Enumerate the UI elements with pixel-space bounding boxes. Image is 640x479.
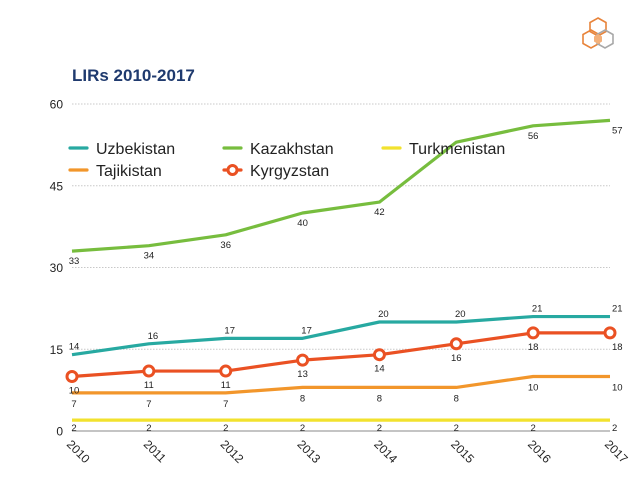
data-label-uzbekistan: 16 xyxy=(148,331,159,342)
data-label-turkmenistan: 2 xyxy=(612,423,617,434)
legend-label: Kazakhstan xyxy=(250,141,334,158)
y-tick-label: 15 xyxy=(50,343,64,357)
data-label-turkmenistan: 2 xyxy=(223,423,228,434)
series-line-uzbekistan xyxy=(71,314,610,357)
data-label-turkmenistan: 2 xyxy=(377,423,382,434)
data-label-tajikistan: 7 xyxy=(71,399,76,410)
x-tick-label: 2016 xyxy=(525,437,554,466)
data-label-kazakhstan: 33 xyxy=(69,256,80,267)
data-point-kyrgyzstan xyxy=(449,337,463,351)
data-label-turkmenistan: 2 xyxy=(454,423,459,434)
data-label-kyrgyzstan: 18 xyxy=(528,342,539,353)
data-point-kyrgyzstan xyxy=(142,364,156,378)
logo-hex-left xyxy=(582,29,600,49)
data-label-tajikistan: 7 xyxy=(146,399,151,410)
y-tick-label: 60 xyxy=(50,98,64,112)
x-tick-label: 2014 xyxy=(371,437,400,466)
data-label-tajikistan: 10 xyxy=(612,383,623,394)
data-label-turkmenistan: 2 xyxy=(300,423,305,434)
data-label-tajikistan: 8 xyxy=(377,393,382,404)
data-point-kyrgyzstan xyxy=(372,348,386,362)
data-label-kazakhstan: 40 xyxy=(297,218,308,229)
logo-hex-center xyxy=(594,34,602,44)
logo-hex-right xyxy=(596,29,614,49)
data-label-uzbekistan: 14 xyxy=(69,342,80,353)
data-label-kazakhstan: 56 xyxy=(528,131,539,142)
data-label-uzbekistan: 20 xyxy=(455,309,466,320)
data-label-tajikistan: 10 xyxy=(528,383,539,394)
x-tick-label: 2012 xyxy=(218,437,247,466)
data-label-kazakhstan: 57 xyxy=(612,125,623,136)
data-label-uzbekistan: 21 xyxy=(612,304,623,315)
data-label-uzbekistan: 21 xyxy=(532,304,543,315)
data-label-kazakhstan: 34 xyxy=(144,251,155,262)
data-point-kyrgyzstan xyxy=(296,353,310,367)
data-label-kazakhstan: 36 xyxy=(220,240,231,251)
data-label-kyrgyzstan: 13 xyxy=(297,369,308,380)
hexagon-cluster-logo-icon xyxy=(578,16,618,60)
data-label-kyrgyzstan: 11 xyxy=(221,380,231,391)
data-point-kyrgyzstan xyxy=(526,326,540,340)
x-tick-label: 2010 xyxy=(64,437,93,466)
legend-label: Uzbekistan xyxy=(96,141,175,158)
chart-title: LIRs 2010-2017 xyxy=(72,66,195,85)
series-line-kazakhstan xyxy=(71,118,611,253)
data-label-kyrgyzstan: 11 xyxy=(144,380,154,391)
data-label-kyrgyzstan: 16 xyxy=(451,353,462,364)
x-tick-label: 2017 xyxy=(602,437,631,466)
legend-marker xyxy=(226,164,239,176)
legend-label: Kyrgyzstan xyxy=(250,163,329,180)
y-tick-label: 0 xyxy=(56,425,63,439)
x-tick-label: 2015 xyxy=(448,437,477,466)
legend-label: Turkmenistan xyxy=(409,141,505,158)
data-label-uzbekistan: 20 xyxy=(378,309,389,320)
data-label-kyrgyzstan: 14 xyxy=(374,364,385,375)
data-label-turkmenistan: 2 xyxy=(71,423,76,434)
data-label-turkmenistan: 2 xyxy=(146,423,151,434)
y-tick-label: 30 xyxy=(50,261,64,275)
data-label-uzbekistan: 17 xyxy=(301,325,312,336)
series-line-tajikistan xyxy=(72,374,610,395)
data-label-tajikistan: 8 xyxy=(300,393,305,404)
data-label-tajikistan: 8 xyxy=(454,393,459,404)
legend-label: Tajikistan xyxy=(96,163,162,180)
data-point-kyrgyzstan xyxy=(65,370,79,383)
x-tick-label: 2011 xyxy=(141,437,169,465)
data-label-kazakhstan: 42 xyxy=(374,207,385,218)
data-label-uzbekistan: 17 xyxy=(224,325,235,336)
data-label-turkmenistan: 2 xyxy=(530,423,535,434)
data-point-kyrgyzstan xyxy=(603,326,617,340)
series-line-kyrgyzstan xyxy=(71,331,610,379)
x-tick-label: 2013 xyxy=(294,437,323,466)
data-point-kyrgyzstan xyxy=(219,364,233,378)
data-label-tajikistan: 7 xyxy=(223,399,228,410)
data-label-kyrgyzstan: 18 xyxy=(612,342,623,353)
y-tick-label: 45 xyxy=(50,179,64,193)
data-label-kyrgyzstan: 10 xyxy=(69,386,80,397)
